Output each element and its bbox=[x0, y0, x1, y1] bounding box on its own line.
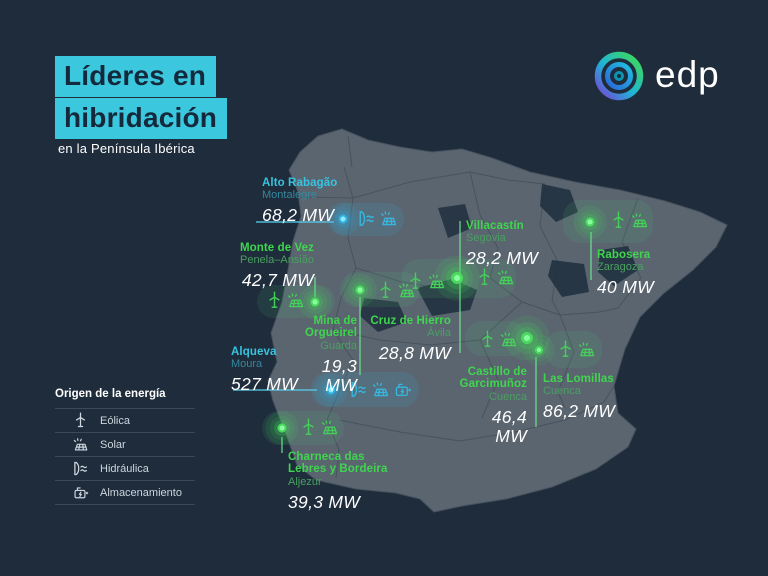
project-capacity: 86,2 MW bbox=[543, 401, 616, 422]
project-location: Montalegre bbox=[262, 189, 318, 202]
map-marker-charneca bbox=[262, 408, 302, 448]
energy-legend: Origen de la energía Eólica Solar Hidráu… bbox=[55, 388, 195, 505]
project-name: Alto Rabagão bbox=[262, 177, 338, 189]
project-label-monte-de-vez: Monte de Vez Penela–Ansião 42,7 MW bbox=[240, 242, 314, 291]
wind-turbine-icon bbox=[475, 268, 494, 287]
project-location: Cuenca bbox=[543, 385, 581, 398]
solar-panel-icon bbox=[630, 211, 649, 230]
project-location: Ávila bbox=[427, 327, 451, 340]
project-location: Cuenca bbox=[489, 390, 527, 403]
wind-turbine-icon bbox=[556, 340, 575, 359]
legend-item-solar: Solar bbox=[55, 432, 195, 456]
project-location: Moura bbox=[231, 358, 263, 371]
map-marker-las-lomillas bbox=[521, 332, 557, 368]
wind-turbine-icon bbox=[478, 330, 497, 349]
battery-storage-icon bbox=[72, 484, 89, 501]
battery-storage-icon bbox=[393, 380, 412, 399]
project-label-las-lomillas: Las Lomillas Cuenca 86,2 MW bbox=[543, 373, 615, 422]
project-name: Monte de Vez bbox=[239, 242, 314, 254]
solar-panel-icon bbox=[496, 268, 515, 287]
project-label-villacastin: Villacastín Segovia 28,2 MW bbox=[466, 220, 538, 269]
edp-swirl-icon bbox=[592, 49, 646, 103]
project-capacity: 46,4 MW bbox=[491, 406, 527, 446]
project-name: Villacastín bbox=[466, 220, 524, 232]
solar-panel-icon bbox=[286, 291, 305, 310]
page-subtitle: en la Península Ibérica bbox=[58, 141, 195, 156]
project-label-castillo-garcimunoz: Castillo de Garcimuñoz Cuenca 46,4 MW bbox=[459, 366, 527, 446]
project-name: Charneca das Lebres y Bordeira bbox=[288, 451, 388, 476]
project-label-rabosera: Rabosera Zaragoza 40 MW bbox=[597, 249, 654, 298]
project-name: Las Lomillas bbox=[543, 373, 614, 385]
solar-panel-icon bbox=[72, 436, 89, 453]
wind-turbine-icon bbox=[72, 412, 89, 429]
map-marker-mina-de-orgueirel bbox=[340, 270, 380, 310]
project-capacity: 40 MW bbox=[597, 277, 654, 298]
project-capacity: 28,2 MW bbox=[466, 248, 539, 269]
wind-turbine-icon bbox=[299, 418, 318, 437]
project-location: Guarda bbox=[320, 339, 357, 352]
project-location: Zaragoza bbox=[597, 261, 644, 274]
edp-wordmark: edp bbox=[655, 53, 720, 95]
project-label-mina-de-orgueirel: Mina de Orgueirel Guarda 19,3 MW bbox=[297, 315, 357, 395]
project-capacity: 19,3 MW bbox=[321, 355, 357, 395]
hydro-dam-icon bbox=[357, 209, 376, 228]
project-name: Mina de Orgueirel bbox=[304, 315, 357, 340]
connector-alqueva bbox=[233, 389, 317, 391]
project-capacity: 527 MW bbox=[231, 374, 298, 395]
project-capacity: 42,7 MW bbox=[241, 270, 314, 291]
solar-panel-icon bbox=[379, 209, 398, 228]
connector-castillo-lomillas bbox=[535, 357, 537, 427]
project-location: Segovia bbox=[466, 232, 506, 245]
wind-turbine-icon bbox=[609, 211, 628, 230]
map-marker-villacastin bbox=[429, 250, 485, 306]
region-borders bbox=[299, 135, 642, 479]
legend-item-eolica: Eólica bbox=[55, 408, 195, 432]
project-label-charneca: Charneca das Lebres y Bordeira Aljezur 3… bbox=[288, 451, 402, 512]
solar-panel-icon bbox=[371, 380, 390, 399]
legend-title: Origen de la energía bbox=[55, 388, 166, 400]
connector-mina-de-orgueirel bbox=[359, 297, 361, 375]
project-label-alqueva: Alqueva Moura 527 MW bbox=[231, 346, 298, 395]
project-capacity: 28,8 MW bbox=[378, 343, 451, 364]
project-capacity: 39,3 MW bbox=[288, 491, 361, 512]
legend-item-almacenamiento: Almacenamiento bbox=[55, 480, 195, 505]
page-title: Líderes en hibridación bbox=[55, 56, 228, 139]
project-label-alto-rabagao: Alto Rabagão Montalegre 68,2 MW bbox=[262, 177, 337, 226]
project-location: Aljezur bbox=[288, 475, 322, 488]
project-name: Rabosera bbox=[597, 249, 651, 261]
project-capacity: 68,2 MW bbox=[262, 205, 335, 226]
page-title-line1: Líderes en bbox=[55, 56, 217, 97]
solar-panel-icon bbox=[320, 418, 339, 437]
page-title-line2: hibridación bbox=[55, 98, 228, 139]
wind-turbine-icon bbox=[406, 272, 425, 291]
hydro-dam-icon bbox=[72, 460, 89, 477]
connector-rabosera bbox=[590, 232, 592, 280]
map-marker-alqueva bbox=[311, 370, 351, 410]
wind-turbine-icon bbox=[376, 281, 395, 300]
project-label-cruz-de-hierro: Cruz de Hierro Ávila 28,8 MW bbox=[370, 315, 451, 364]
edp-logo: edp bbox=[592, 46, 722, 106]
map-marker-alto-rabagao bbox=[323, 199, 363, 239]
wind-turbine-icon bbox=[265, 291, 284, 310]
solar-panel-icon bbox=[499, 330, 518, 349]
legend-item-label: Almacenamiento bbox=[100, 486, 182, 499]
project-name: Castillo de Garcimuñoz bbox=[459, 366, 527, 391]
project-location: Penela–Ansião bbox=[239, 254, 314, 267]
legend-item-label: Solar bbox=[100, 438, 126, 451]
project-name: Cruz de Hierro bbox=[370, 315, 451, 327]
map-marker-rabosera bbox=[570, 202, 610, 242]
connector-alto-rabagao bbox=[256, 221, 334, 223]
solar-panel-icon bbox=[427, 272, 446, 291]
legend-item-label: Hidráulica bbox=[100, 462, 149, 475]
project-name: Alqueva bbox=[231, 346, 277, 358]
solar-panel-icon bbox=[577, 340, 596, 359]
legend-item-hidraulica: Hidráulica bbox=[55, 456, 195, 480]
legend-item-label: Eólica bbox=[100, 414, 130, 427]
